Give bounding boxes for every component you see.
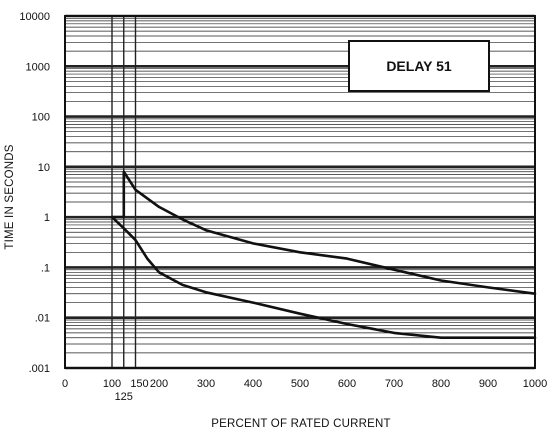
plot-frame <box>64 15 536 369</box>
y-axis-label: TIME IN SECONDS <box>4 144 16 249</box>
x-tick-label: 500 <box>291 378 309 390</box>
curves <box>110 170 537 340</box>
delay-label-box: DELAY 51 <box>348 40 490 92</box>
x-tick-label: 100 <box>103 378 121 390</box>
y-tick-label: .001 <box>29 363 50 375</box>
x-tick-label: 800 <box>432 378 450 390</box>
y-tick-label: 1000 <box>26 61 50 73</box>
curve-2 <box>110 215 537 340</box>
x-tick-label: 125 <box>115 391 133 403</box>
x-tick-label: 700 <box>385 378 403 390</box>
x-tick-label: 900 <box>479 378 497 390</box>
y-tick-label: 100 <box>32 112 50 124</box>
y-tick-label: .1 <box>41 262 50 274</box>
x-tick-label: 150 <box>130 378 148 390</box>
y-tick-label: 10000 <box>19 11 50 23</box>
x-axis-label: PERCENT OF RATED CURRENT <box>211 418 390 430</box>
delay-label: DELAY 51 <box>386 58 452 74</box>
y-tick-label: 1 <box>44 212 50 224</box>
x-tick-label: 600 <box>338 378 356 390</box>
x-tick-label: 1000 <box>523 378 547 390</box>
x-tick-label: 200 <box>150 378 168 390</box>
y-tick-label: .01 <box>35 313 50 325</box>
x-tick-label: 300 <box>197 378 215 390</box>
y-tick-label: 10 <box>38 162 50 174</box>
curve-1 <box>110 170 537 296</box>
x-tick-label: 400 <box>244 378 262 390</box>
y-tick-labels: .001 .01 .1 1 10 100 1000 10000 <box>19 11 50 375</box>
x-tick-label: 0 <box>62 378 68 390</box>
